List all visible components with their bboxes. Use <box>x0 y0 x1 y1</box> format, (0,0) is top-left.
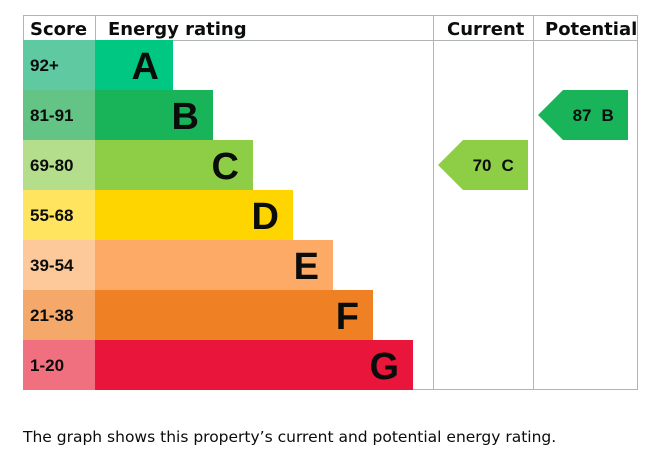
rating-bar-f <box>95 290 373 340</box>
header-potential: Potential <box>545 19 637 40</box>
score-cell-d <box>23 190 95 240</box>
header-score: Score <box>30 19 87 40</box>
score-cell-a <box>23 40 95 90</box>
rating-arrows: 70 C 87 B <box>438 90 628 190</box>
score-cell-c <box>23 140 95 190</box>
potential-rating-letter: B <box>602 106 614 125</box>
current-rating-value: 70 <box>473 156 492 175</box>
rating-letter-f: F <box>336 296 359 338</box>
current-rating-letter: C <box>502 156 514 175</box>
rating-bar-e <box>95 240 333 290</box>
score-label-e: 39-54 <box>30 256 74 275</box>
rating-bar-a <box>95 40 173 90</box>
header-energy-rating: Energy rating <box>108 19 247 40</box>
chart-caption: The graph shows this property’s current … <box>23 428 557 446</box>
rating-letter-a: A <box>132 46 159 88</box>
rating-bands: 92+ A 81-91 B 69-80 C 55-68 D 39-54 E 21-38 F 1-20 G <box>23 40 413 390</box>
score-label-d: 55-68 <box>30 206 73 225</box>
potential-rating-value: 87 <box>573 106 592 125</box>
score-label-c: 69-80 <box>30 156 73 175</box>
rating-letter-b: B <box>172 96 199 138</box>
rating-letter-e: E <box>294 246 319 288</box>
score-cell-f <box>23 290 95 340</box>
rating-bar-c <box>95 140 253 190</box>
rating-letter-g: G <box>369 346 399 388</box>
rating-letter-d: D <box>252 196 279 238</box>
rating-bar-g <box>95 340 413 390</box>
rating-bar-d <box>95 190 293 240</box>
rating-letter-c: C <box>212 146 239 188</box>
score-label-g: 1-20 <box>30 356 64 375</box>
potential-rating-arrow <box>538 90 628 140</box>
score-label-b: 81-91 <box>30 106 73 125</box>
score-cell-g <box>23 340 95 390</box>
rating-bar-b <box>95 90 213 140</box>
energy-rating-chart: Score Energy rating Current Potential 92… <box>23 15 638 390</box>
score-label-a: 92+ <box>30 56 59 75</box>
current-rating-arrow <box>438 140 528 190</box>
score-cell-e <box>23 240 95 290</box>
score-label-f: 21-38 <box>30 306 73 325</box>
header-current: Current <box>447 19 525 40</box>
score-cell-b <box>23 90 95 140</box>
